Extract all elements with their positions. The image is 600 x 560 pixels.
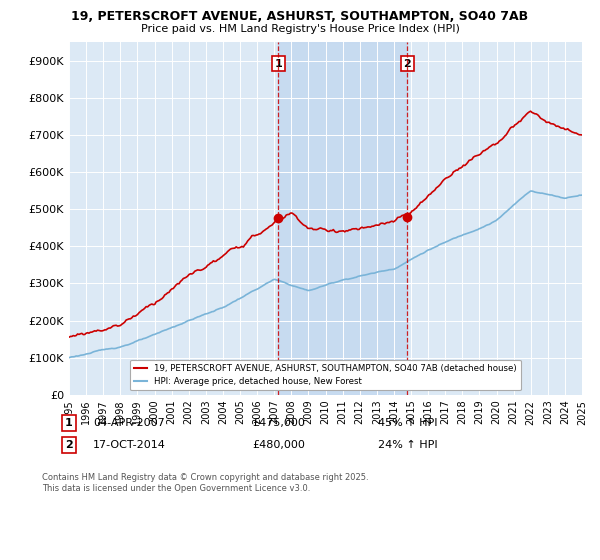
Text: £480,000: £480,000 [252,440,305,450]
Legend: 19, PETERSCROFT AVENUE, ASHURST, SOUTHAMPTON, SO40 7AB (detached house), HPI: Av: 19, PETERSCROFT AVENUE, ASHURST, SOUTHAM… [130,360,521,390]
Text: Price paid vs. HM Land Registry's House Price Index (HPI): Price paid vs. HM Land Registry's House … [140,24,460,34]
Text: 2: 2 [404,59,411,69]
Bar [278,42,407,395]
Text: 17-OCT-2014: 17-OCT-2014 [93,440,166,450]
Text: 19, PETERSCROFT AVENUE, ASHURST, SOUTHAMPTON, SO40 7AB: 19, PETERSCROFT AVENUE, ASHURST, SOUTHAM… [71,10,529,23]
Text: 2: 2 [65,440,73,450]
Text: 1: 1 [65,418,73,428]
Text: 45% ↑ HPI: 45% ↑ HPI [378,418,437,428]
Text: 24% ↑ HPI: 24% ↑ HPI [378,440,437,450]
Text: 04-APR-2007: 04-APR-2007 [93,418,165,428]
Text: 1: 1 [275,59,283,69]
Text: Contains HM Land Registry data © Crown copyright and database right 2025.
This d: Contains HM Land Registry data © Crown c… [42,473,368,493]
Text: £475,000: £475,000 [252,418,305,428]
